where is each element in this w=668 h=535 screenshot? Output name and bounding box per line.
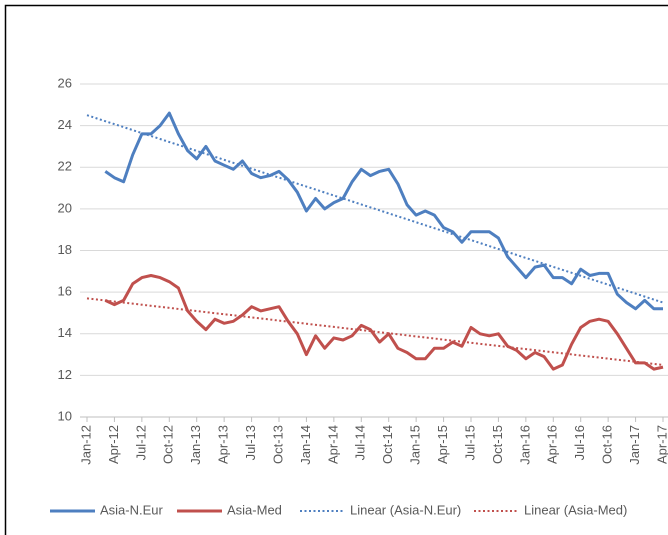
x-tick-label: Oct-12 [161, 425, 176, 464]
x-tick-label: Jan-13 [188, 425, 203, 465]
x-tick-label: Jul-14 [353, 425, 368, 460]
x-tick-label: Jul-15 [462, 425, 477, 460]
x-tick-label: Apr-14 [325, 425, 340, 464]
y-tick-label: 14 [58, 325, 72, 340]
series-line [104, 274, 664, 371]
y-tick-label: 26 [58, 75, 72, 90]
trend-line [86, 114, 664, 304]
x-tick-label: Jan-15 [408, 425, 423, 465]
x-tick-label: Apr-15 [435, 425, 450, 464]
x-tick-label: Apr-12 [106, 425, 121, 464]
y-tick-label: 10 [58, 408, 72, 423]
trend-line [86, 297, 664, 366]
x-tick-label: Oct-14 [380, 425, 395, 464]
legend-label: Asia-N.Eur [100, 502, 164, 517]
legend-label: Linear (Asia-N.Eur) [350, 502, 461, 517]
x-tick-label: Oct-16 [600, 425, 615, 464]
x-tick-label: Apr-16 [545, 425, 560, 464]
x-tick-label: Jan-16 [517, 425, 532, 465]
y-tick-label: 20 [58, 200, 72, 215]
x-tick-label: Jul-16 [572, 425, 587, 460]
x-tick-label: Jan-14 [298, 425, 313, 465]
legend-label: Asia-Med [227, 502, 282, 517]
series-line [104, 111, 663, 311]
legend-label: Linear (Asia-Med) [524, 502, 627, 517]
y-tick-label: 16 [58, 284, 72, 299]
x-tick-label: Jan-17 [627, 425, 642, 465]
x-tick-label: Jul-12 [133, 425, 148, 460]
chart-frame [4, 4, 668, 535]
y-tick-label: 22 [58, 159, 72, 174]
x-tick-label: Oct-13 [270, 425, 285, 464]
y-tick-label: 24 [58, 117, 72, 132]
y-tick-label: 12 [58, 367, 72, 382]
x-tick-label: Jul-13 [243, 425, 258, 460]
x-tick-label: Apr-13 [216, 425, 231, 464]
x-tick-label: Apr-17 [654, 425, 668, 464]
y-tick-label: 18 [58, 242, 72, 257]
x-tick-label: Jan-12 [78, 425, 93, 465]
x-tick-label: Oct-15 [490, 425, 505, 464]
